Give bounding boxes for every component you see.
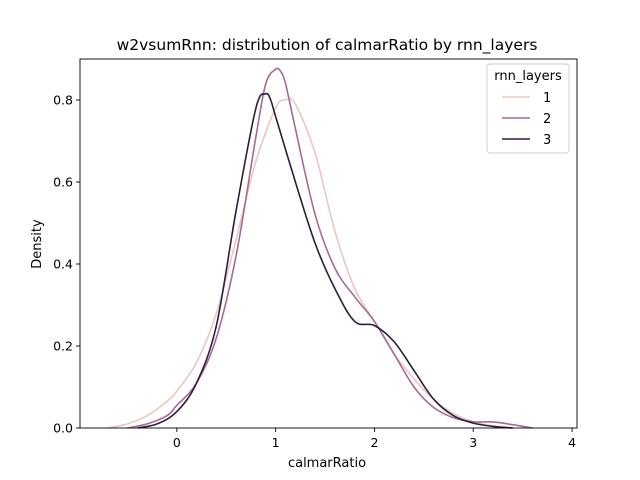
legend[interactable]: rnn_layers 1 2 3 [486,63,570,154]
chart-title: w2vsumRnn: distribution of calmarRatio b… [117,36,538,55]
y-tick-label: 0.4 [53,257,73,272]
plot-area [107,67,533,429]
legend-label-2: 2 [543,112,551,127]
legend-label-1: 1 [543,91,551,106]
y-tick-label: 0.8 [53,93,73,108]
y-tick-label: 0.2 [53,339,73,354]
series-line-1 [107,97,513,429]
y-tick-label: 0.0 [53,421,73,436]
x-axis: 0 1 2 3 4 [173,428,576,450]
legend-box [486,63,570,154]
legend-title: rnn_layers [494,69,562,84]
x-tick-label: 1 [272,435,280,450]
series-line-3 [137,92,513,429]
y-tick-label: 0.6 [53,175,73,190]
x-tick-label: 3 [469,435,477,450]
x-axis-label: calmarRatio [288,456,366,471]
legend-label-3: 3 [543,133,551,148]
x-tick-label: 4 [568,435,576,450]
y-axis-label: Density [30,219,45,269]
y-axis: 0.0 0.2 0.4 0.6 0.8 [53,93,80,436]
plot-frame [79,58,578,429]
series-line-2 [127,67,533,429]
x-tick-label: 2 [370,435,378,450]
x-tick-label: 0 [173,435,181,450]
